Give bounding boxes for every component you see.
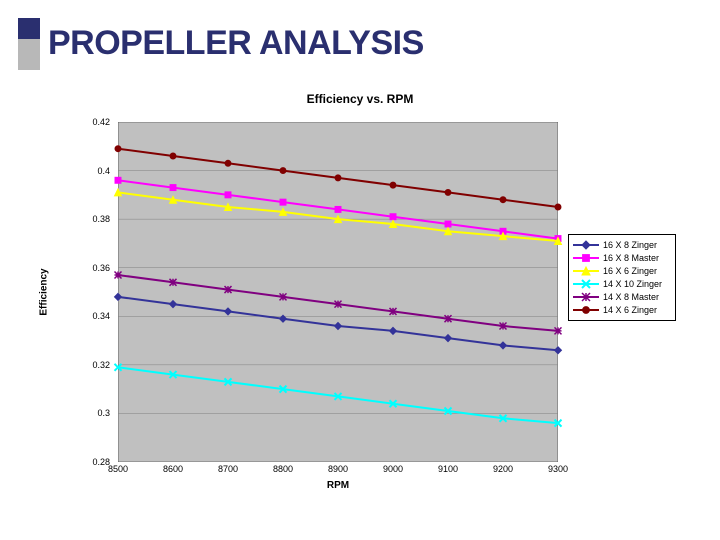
x-tick-label: 8500 (108, 464, 128, 474)
page-title: PROPELLER ANALYSIS (48, 24, 424, 63)
x-tick-label: 9300 (548, 464, 568, 474)
x-tick-label: 9000 (383, 464, 403, 474)
chart-title: Efficiency vs. RPM (40, 92, 680, 106)
legend-label: 16 X 8 Master (603, 253, 659, 263)
y-tick-label: 0.3 (97, 408, 110, 418)
legend-item: 14 X 6 Zinger (573, 304, 671, 316)
chart-body: Efficiency 0.420.40.380.360.340.320.30.2… (40, 112, 680, 502)
legend-item: 16 X 6 Zinger (573, 265, 671, 277)
accent-bottom (18, 39, 40, 70)
x-tick-label: 9100 (438, 464, 458, 474)
legend-swatch (573, 292, 599, 302)
chart-container: Efficiency vs. RPM Efficiency 0.420.40.3… (40, 92, 680, 512)
series-layer (118, 122, 558, 462)
accent-top (18, 18, 40, 39)
legend-label: 14 X 8 Master (603, 292, 659, 302)
legend-item: 14 X 8 Master (573, 291, 671, 303)
x-tick-label: 8900 (328, 464, 348, 474)
accent-bar (18, 18, 40, 70)
legend-swatch (573, 266, 599, 276)
legend-label: 16 X 8 Zinger (603, 240, 657, 250)
legend-item: 16 X 8 Master (573, 252, 671, 264)
legend-swatch (573, 253, 599, 263)
y-ticks: 0.420.40.380.360.340.320.30.28 (40, 122, 114, 462)
legend-item: 14 X 10 Zinger (573, 278, 671, 290)
legend-swatch (573, 240, 599, 250)
legend: 16 X 8 Zinger 16 X 8 Master 16 X 6 Zinger 1… (568, 234, 676, 321)
x-tick-label: 8700 (218, 464, 238, 474)
y-tick-label: 0.42 (92, 117, 110, 127)
legend-label: 16 X 6 Zinger (603, 266, 657, 276)
y-tick-label: 0.36 (92, 263, 110, 273)
legend-swatch (573, 279, 599, 289)
legend-label: 14 X 10 Zinger (603, 279, 662, 289)
legend-swatch (573, 305, 599, 315)
y-tick-label: 0.34 (92, 311, 110, 321)
x-axis-label: RPM (118, 480, 558, 491)
plot-area (118, 122, 558, 462)
slide: PROPELLER ANALYSIS Efficiency vs. RPM Ef… (0, 0, 720, 540)
y-tick-label: 0.38 (92, 214, 110, 224)
legend-label: 14 X 6 Zinger (603, 305, 657, 315)
legend-item: 16 X 8 Zinger (573, 239, 671, 251)
x-tick-label: 8800 (273, 464, 293, 474)
x-tick-label: 8600 (163, 464, 183, 474)
y-tick-label: 0.4 (97, 166, 110, 176)
x-tick-label: 9200 (493, 464, 513, 474)
y-tick-label: 0.32 (92, 360, 110, 370)
